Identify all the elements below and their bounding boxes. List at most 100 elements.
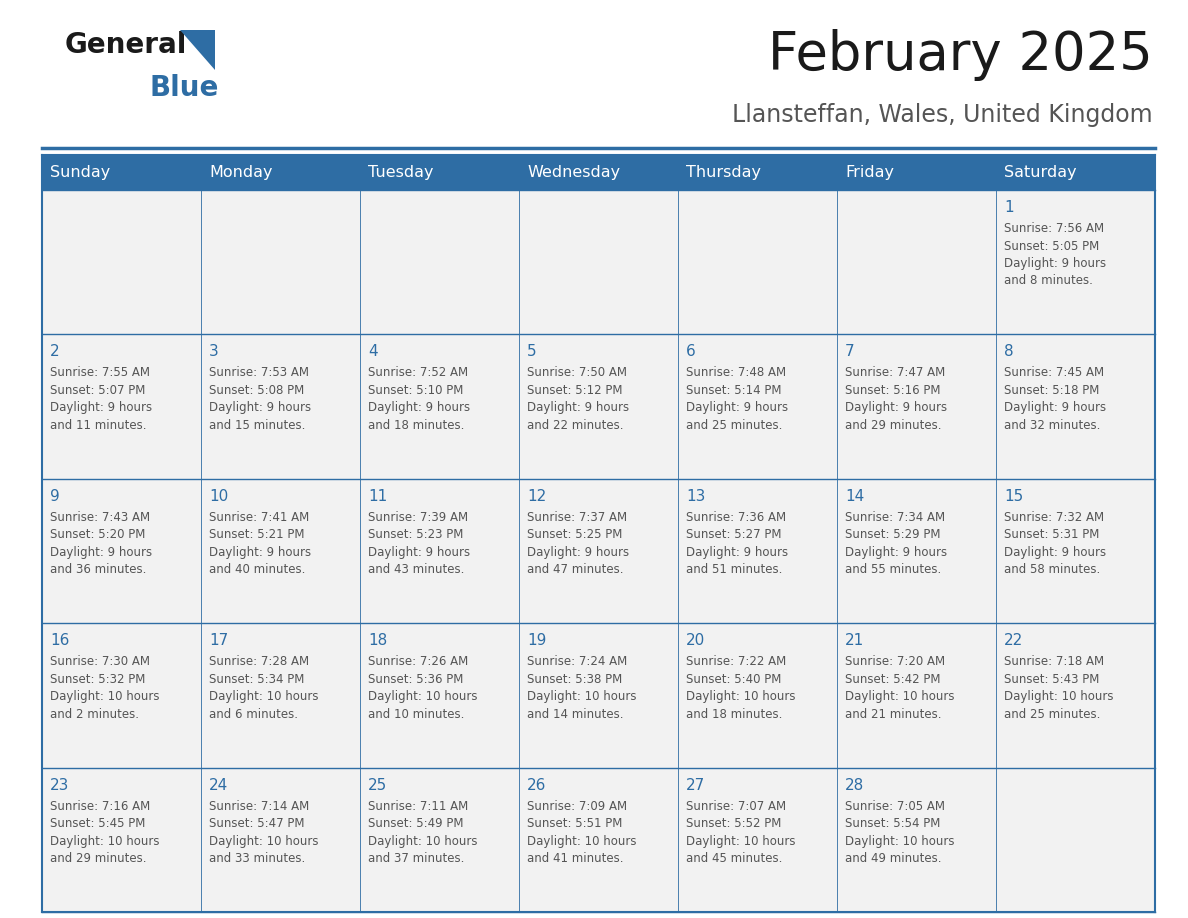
Text: Wednesday: Wednesday: [527, 165, 620, 180]
Text: Sunrise: 7:14 AM
Sunset: 5:47 PM
Daylight: 10 hours
and 33 minutes.: Sunrise: 7:14 AM Sunset: 5:47 PM Dayligh…: [209, 800, 318, 865]
Bar: [201, 334, 360, 479]
Bar: [838, 155, 996, 190]
Text: Sunrise: 7:09 AM
Sunset: 5:51 PM
Daylight: 10 hours
and 41 minutes.: Sunrise: 7:09 AM Sunset: 5:51 PM Dayligh…: [527, 800, 637, 865]
Bar: [838, 479, 996, 623]
Bar: [678, 334, 838, 479]
Text: 2: 2: [50, 344, 59, 360]
Bar: [201, 479, 360, 623]
Bar: [678, 155, 838, 190]
Text: Sunrise: 7:05 AM
Sunset: 5:54 PM
Daylight: 10 hours
and 49 minutes.: Sunrise: 7:05 AM Sunset: 5:54 PM Dayligh…: [845, 800, 954, 865]
Text: Sunrise: 7:18 AM
Sunset: 5:43 PM
Daylight: 10 hours
and 25 minutes.: Sunrise: 7:18 AM Sunset: 5:43 PM Dayligh…: [1004, 655, 1113, 721]
Text: 15: 15: [1004, 488, 1023, 504]
Text: 9: 9: [50, 488, 59, 504]
Bar: [838, 623, 996, 767]
Bar: [360, 623, 519, 767]
Bar: [519, 190, 678, 334]
Bar: [996, 155, 1155, 190]
Text: Sunrise: 7:50 AM
Sunset: 5:12 PM
Daylight: 9 hours
and 22 minutes.: Sunrise: 7:50 AM Sunset: 5:12 PM Dayligh…: [527, 366, 630, 431]
Text: Sunrise: 7:43 AM
Sunset: 5:20 PM
Daylight: 9 hours
and 36 minutes.: Sunrise: 7:43 AM Sunset: 5:20 PM Dayligh…: [50, 510, 152, 577]
Text: 3: 3: [209, 344, 219, 360]
Bar: [519, 334, 678, 479]
Text: Sunrise: 7:36 AM
Sunset: 5:27 PM
Daylight: 9 hours
and 51 minutes.: Sunrise: 7:36 AM Sunset: 5:27 PM Dayligh…: [685, 510, 788, 577]
Text: Sunrise: 7:28 AM
Sunset: 5:34 PM
Daylight: 10 hours
and 6 minutes.: Sunrise: 7:28 AM Sunset: 5:34 PM Dayligh…: [209, 655, 318, 721]
Bar: [838, 767, 996, 912]
Bar: [201, 190, 360, 334]
Text: Sunrise: 7:22 AM
Sunset: 5:40 PM
Daylight: 10 hours
and 18 minutes.: Sunrise: 7:22 AM Sunset: 5:40 PM Dayligh…: [685, 655, 796, 721]
Text: Sunrise: 7:56 AM
Sunset: 5:05 PM
Daylight: 9 hours
and 8 minutes.: Sunrise: 7:56 AM Sunset: 5:05 PM Dayligh…: [1004, 222, 1106, 287]
Text: February 2025: February 2025: [769, 29, 1154, 81]
Bar: [996, 479, 1155, 623]
Bar: [678, 479, 838, 623]
Text: 13: 13: [685, 488, 706, 504]
Text: 5: 5: [527, 344, 537, 360]
Bar: [42, 479, 201, 623]
Text: 26: 26: [527, 778, 546, 792]
Text: Sunrise: 7:45 AM
Sunset: 5:18 PM
Daylight: 9 hours
and 32 minutes.: Sunrise: 7:45 AM Sunset: 5:18 PM Dayligh…: [1004, 366, 1106, 431]
Text: 6: 6: [685, 344, 696, 360]
Text: 4: 4: [368, 344, 378, 360]
Bar: [996, 623, 1155, 767]
Text: 11: 11: [368, 488, 387, 504]
Text: 17: 17: [209, 633, 228, 648]
Bar: [201, 767, 360, 912]
Text: 16: 16: [50, 633, 69, 648]
Text: Sunrise: 7:34 AM
Sunset: 5:29 PM
Daylight: 9 hours
and 55 minutes.: Sunrise: 7:34 AM Sunset: 5:29 PM Dayligh…: [845, 510, 947, 577]
Text: 24: 24: [209, 778, 228, 792]
Text: Blue: Blue: [150, 74, 220, 102]
Text: Sunrise: 7:48 AM
Sunset: 5:14 PM
Daylight: 9 hours
and 25 minutes.: Sunrise: 7:48 AM Sunset: 5:14 PM Dayligh…: [685, 366, 788, 431]
Bar: [42, 155, 201, 190]
Bar: [678, 190, 838, 334]
Text: 27: 27: [685, 778, 706, 792]
Text: 19: 19: [527, 633, 546, 648]
Text: 25: 25: [368, 778, 387, 792]
Bar: [42, 334, 201, 479]
Bar: [42, 623, 201, 767]
Bar: [838, 334, 996, 479]
Text: Sunrise: 7:26 AM
Sunset: 5:36 PM
Daylight: 10 hours
and 10 minutes.: Sunrise: 7:26 AM Sunset: 5:36 PM Dayligh…: [368, 655, 478, 721]
Text: Tuesday: Tuesday: [368, 165, 434, 180]
Bar: [360, 767, 519, 912]
Bar: [678, 623, 838, 767]
Bar: [678, 767, 838, 912]
Text: Sunrise: 7:37 AM
Sunset: 5:25 PM
Daylight: 9 hours
and 47 minutes.: Sunrise: 7:37 AM Sunset: 5:25 PM Dayligh…: [527, 510, 630, 577]
Text: Sunrise: 7:52 AM
Sunset: 5:10 PM
Daylight: 9 hours
and 18 minutes.: Sunrise: 7:52 AM Sunset: 5:10 PM Dayligh…: [368, 366, 470, 431]
Text: 8: 8: [1004, 344, 1013, 360]
Bar: [838, 190, 996, 334]
Bar: [519, 623, 678, 767]
Text: Sunrise: 7:07 AM
Sunset: 5:52 PM
Daylight: 10 hours
and 45 minutes.: Sunrise: 7:07 AM Sunset: 5:52 PM Dayligh…: [685, 800, 796, 865]
Text: Friday: Friday: [845, 165, 895, 180]
Text: 10: 10: [209, 488, 228, 504]
Text: Sunrise: 7:55 AM
Sunset: 5:07 PM
Daylight: 9 hours
and 11 minutes.: Sunrise: 7:55 AM Sunset: 5:07 PM Dayligh…: [50, 366, 152, 431]
Bar: [519, 155, 678, 190]
Polygon shape: [181, 30, 215, 70]
Bar: [996, 767, 1155, 912]
Text: Llansteffan, Wales, United Kingdom: Llansteffan, Wales, United Kingdom: [732, 103, 1154, 127]
Bar: [201, 155, 360, 190]
Text: Thursday: Thursday: [685, 165, 762, 180]
Bar: [42, 767, 201, 912]
Text: Sunrise: 7:53 AM
Sunset: 5:08 PM
Daylight: 9 hours
and 15 minutes.: Sunrise: 7:53 AM Sunset: 5:08 PM Dayligh…: [209, 366, 311, 431]
Text: 14: 14: [845, 488, 864, 504]
Text: 28: 28: [845, 778, 864, 792]
Text: Sunrise: 7:20 AM
Sunset: 5:42 PM
Daylight: 10 hours
and 21 minutes.: Sunrise: 7:20 AM Sunset: 5:42 PM Dayligh…: [845, 655, 954, 721]
Bar: [996, 334, 1155, 479]
Text: Saturday: Saturday: [1004, 165, 1076, 180]
Text: Sunrise: 7:47 AM
Sunset: 5:16 PM
Daylight: 9 hours
and 29 minutes.: Sunrise: 7:47 AM Sunset: 5:16 PM Dayligh…: [845, 366, 947, 431]
Text: 20: 20: [685, 633, 706, 648]
Text: Sunrise: 7:11 AM
Sunset: 5:49 PM
Daylight: 10 hours
and 37 minutes.: Sunrise: 7:11 AM Sunset: 5:49 PM Dayligh…: [368, 800, 478, 865]
Text: Sunday: Sunday: [50, 165, 110, 180]
Bar: [201, 623, 360, 767]
Text: 1: 1: [1004, 200, 1013, 215]
Bar: [519, 767, 678, 912]
Bar: [360, 334, 519, 479]
Text: 23: 23: [50, 778, 69, 792]
Text: Sunrise: 7:32 AM
Sunset: 5:31 PM
Daylight: 9 hours
and 58 minutes.: Sunrise: 7:32 AM Sunset: 5:31 PM Dayligh…: [1004, 510, 1106, 577]
Text: 22: 22: [1004, 633, 1023, 648]
Text: 7: 7: [845, 344, 854, 360]
Text: 21: 21: [845, 633, 864, 648]
Text: Sunrise: 7:39 AM
Sunset: 5:23 PM
Daylight: 9 hours
and 43 minutes.: Sunrise: 7:39 AM Sunset: 5:23 PM Dayligh…: [368, 510, 470, 577]
Text: 12: 12: [527, 488, 546, 504]
Text: 18: 18: [368, 633, 387, 648]
Text: General: General: [65, 31, 188, 59]
Bar: [360, 190, 519, 334]
